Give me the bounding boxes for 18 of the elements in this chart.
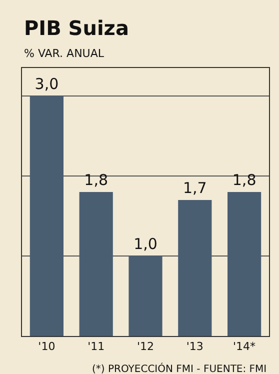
- data-label: 3,0: [34, 75, 59, 93]
- data-label: 1,7: [182, 179, 207, 197]
- x-tick-label: '12: [136, 340, 154, 354]
- x-tick-label: '11: [88, 340, 105, 354]
- data-label: 1,0: [134, 235, 158, 253]
- bar: [128, 256, 162, 336]
- chart-title: PIB Suiza: [24, 16, 129, 40]
- x-tick-label: '14*: [233, 340, 256, 354]
- data-label: 1,8: [84, 171, 108, 189]
- bar: [228, 192, 262, 336]
- bar: [30, 96, 64, 336]
- x-tick-label: '13: [186, 340, 204, 354]
- text: (*) PROYECCIÓN FMI - FUENTE: FMI: [92, 362, 267, 374]
- bar: [79, 192, 113, 336]
- x-tick-label: '10: [38, 340, 56, 354]
- chart-subtitle: % VAR. ANUAL: [24, 47, 105, 60]
- data-label: 1,8: [232, 171, 256, 189]
- bar: [178, 200, 212, 336]
